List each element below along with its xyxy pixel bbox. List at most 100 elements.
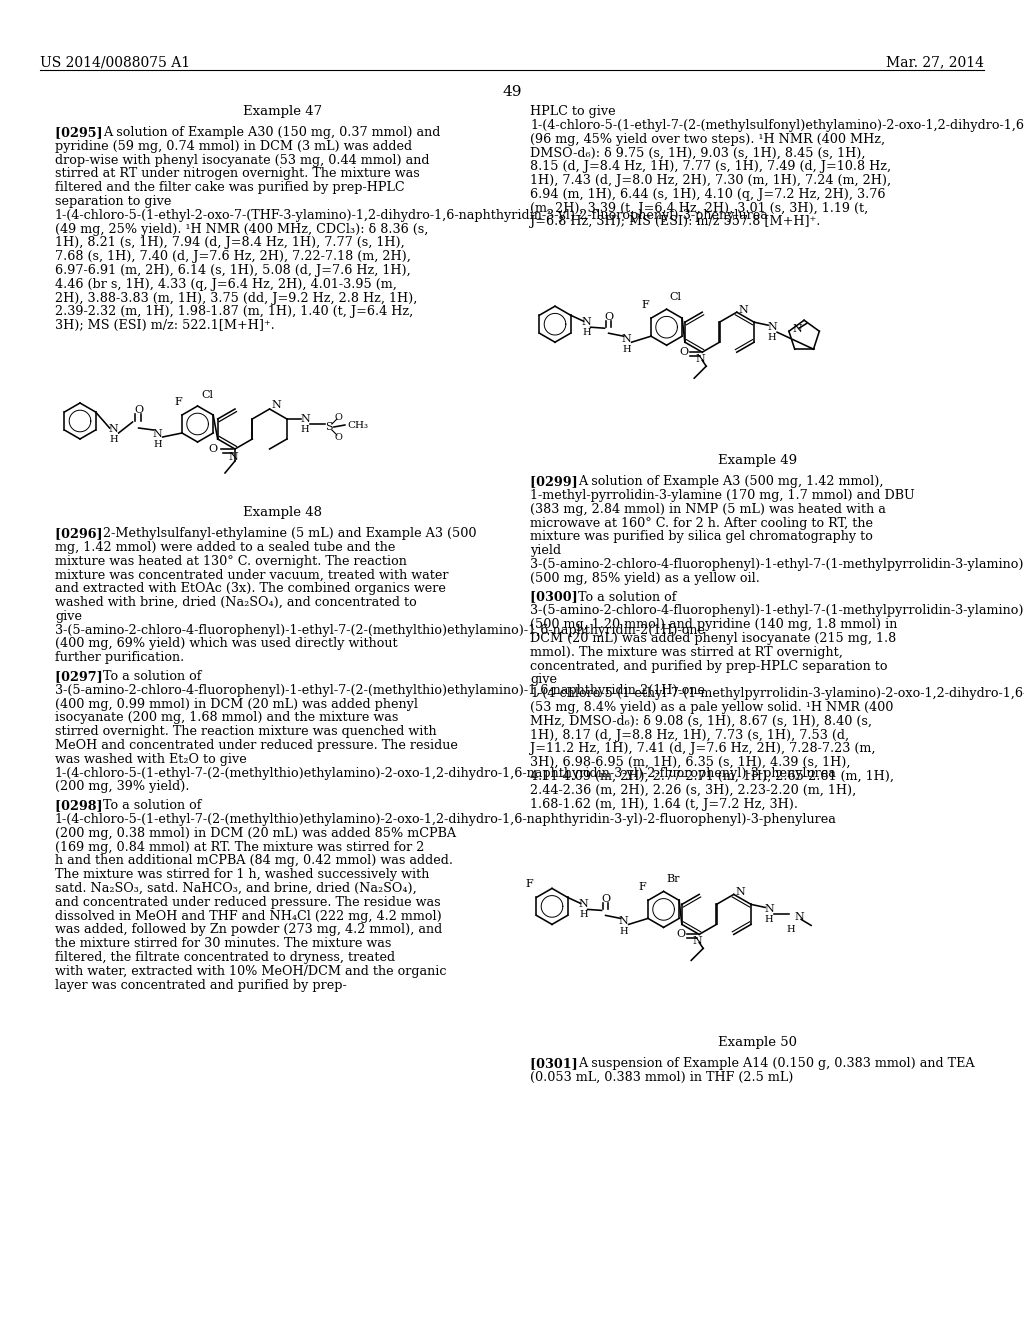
Text: 49: 49 [502,84,522,99]
Text: stirred overnight. The reaction mixture was quenched with: stirred overnight. The reaction mixture … [55,725,436,738]
Text: mixture was concentrated under vacuum, treated with water: mixture was concentrated under vacuum, t… [55,569,449,581]
Text: (0.053 mL, 0.383 mmol) in THF (2.5 mL): (0.053 mL, 0.383 mmol) in THF (2.5 mL) [530,1072,794,1084]
Text: the mixture stirred for 30 minutes. The mixture was: the mixture stirred for 30 minutes. The … [55,937,391,950]
Text: F: F [638,882,646,892]
Text: Example 49: Example 49 [718,454,797,467]
Text: 7.68 (s, 1H), 7.40 (d, J=7.6 Hz, 2H), 7.22-7.18 (m, 2H),: 7.68 (s, 1H), 7.40 (d, J=7.6 Hz, 2H), 7.… [55,251,411,263]
Text: further purification.: further purification. [55,651,184,664]
Text: CH₃: CH₃ [347,421,368,429]
Text: concentrated, and purified by prep-HPLC separation to: concentrated, and purified by prep-HPLC … [530,660,888,673]
Text: H: H [620,927,628,936]
Text: filtered, the filtrate concentrated to dryness, treated: filtered, the filtrate concentrated to d… [55,950,395,964]
Text: H: H [154,440,162,449]
Text: N: N [271,400,282,411]
Text: 2-Methylsulfanyl-ethylamine (5 mL) and Example A3 (500: 2-Methylsulfanyl-ethylamine (5 mL) and E… [102,527,476,540]
Text: The mixture was stirred for 1 h, washed successively with: The mixture was stirred for 1 h, washed … [55,869,429,882]
Text: [0297]: [0297] [55,671,121,682]
Text: [0301]: [0301] [530,1057,596,1071]
Text: F: F [641,300,649,310]
Text: 1-(4-chloro-5-(1-ethyl-2-oxo-7-(THF-3-ylamino)-1,2-dihydro-1,6-naphthyridin-3-yl: 1-(4-chloro-5-(1-ethyl-2-oxo-7-(THF-3-yl… [55,209,769,222]
Text: give: give [530,673,557,686]
Text: 1-methyl-pyrrolidin-3-ylamine (170 mg, 1.7 mmol) and DBU: 1-methyl-pyrrolidin-3-ylamine (170 mg, 1… [530,488,914,502]
Text: N: N [793,325,803,334]
Text: Cl: Cl [670,292,682,302]
Text: N: N [618,916,629,927]
Text: 2.39-2.32 (m, 1H), 1.98-1.87 (m, 1H), 1.40 (t, J=6.4 Hz,: 2.39-2.32 (m, 1H), 1.98-1.87 (m, 1H), 1.… [55,305,414,318]
Text: N: N [109,424,119,434]
Text: layer was concentrated and purified by prep-: layer was concentrated and purified by p… [55,978,347,991]
Text: 3-(5-amino-2-chloro-4-fluorophenyl)-1-ethyl-7-(2-(methylthio)ethylamino)-1,6-nap: 3-(5-amino-2-chloro-4-fluorophenyl)-1-et… [55,623,705,636]
Text: [0296]: [0296] [55,527,121,540]
Text: N: N [736,887,745,898]
Text: N: N [622,334,632,345]
Text: stirred at RT under nitrogen overnight. The mixture was: stirred at RT under nitrogen overnight. … [55,168,420,181]
Text: drop-wise with phenyl isocyanate (53 mg, 0.44 mmol) and: drop-wise with phenyl isocyanate (53 mg,… [55,153,429,166]
Text: N: N [767,322,777,333]
Text: yield: yield [530,544,561,557]
Text: mixture was heated at 130° C. overnight. The reaction: mixture was heated at 130° C. overnight.… [55,554,407,568]
Text: 3H); MS (ESI) m/z: 522.1[M+H]⁺.: 3H); MS (ESI) m/z: 522.1[M+H]⁺. [55,319,274,333]
Text: H: H [768,333,776,342]
Text: 4.46 (br s, 1H), 4.33 (q, J=6.4 Hz, 2H), 4.01-3.95 (m,: 4.46 (br s, 1H), 4.33 (q, J=6.4 Hz, 2H),… [55,277,397,290]
Text: DCM (20 mL) was added phenyl isocyanate (215 mg, 1.8: DCM (20 mL) was added phenyl isocyanate … [530,632,896,645]
Text: O: O [679,347,688,358]
Text: N: N [738,305,749,315]
Text: Example 48: Example 48 [243,506,322,519]
Text: O: O [601,895,610,904]
Text: Example 50: Example 50 [718,1036,797,1049]
Text: A solution of Example A3 (500 mg, 1.42 mmol),: A solution of Example A3 (500 mg, 1.42 m… [578,475,884,488]
Text: [0300]: [0300] [530,590,596,603]
Text: mg, 1.42 mmol) were added to a sealed tube and the: mg, 1.42 mmol) were added to a sealed tu… [55,541,395,554]
Text: O: O [335,433,343,441]
Text: N: N [794,912,804,923]
Text: (500 mg, 1.20 mmol) and pyridine (140 mg, 1.8 mmol) in: (500 mg, 1.20 mmol) and pyridine (140 mg… [530,618,897,631]
Text: (200 mg, 39% yield).: (200 mg, 39% yield). [55,780,189,793]
Text: 4.11-4.09 (m, 2H), 2.77-2.71 (m, 1H), 2.65-2.61 (m, 1H),: 4.11-4.09 (m, 2H), 2.77-2.71 (m, 1H), 2.… [530,770,894,783]
Text: N: N [300,414,310,424]
Text: mmol). The mixture was stirred at RT overnight,: mmol). The mixture was stirred at RT ove… [530,645,843,659]
Text: (400 mg, 69% yield) which was used directly without: (400 mg, 69% yield) which was used direc… [55,638,397,651]
Text: filtered and the filter cake was purified by prep-HPLC: filtered and the filter cake was purifie… [55,181,404,194]
Text: H: H [583,327,591,337]
Text: 1-(4-chloro-5-(1-ethyl-7-(2-(methylsulfonyl)ethylamino)-2-oxo-1,2-dihydro-1,6-na: 1-(4-chloro-5-(1-ethyl-7-(2-(methylsulfo… [530,119,1024,132]
Text: MeOH and concentrated under reduced pressure. The residue: MeOH and concentrated under reduced pres… [55,739,458,752]
Text: pyridine (59 mg, 0.74 mmol) in DCM (3 mL) was added: pyridine (59 mg, 0.74 mmol) in DCM (3 mL… [55,140,412,153]
Text: 1-(4-chloro-5-(1-ethyl-7-(2-(methylthio)ethylamino)-2-oxo-1,2-dihydro-1,6-naphth: 1-(4-chloro-5-(1-ethyl-7-(2-(methylthio)… [55,813,837,826]
Text: (49 mg, 25% yield). ¹H NMR (400 MHz, CDCl₃): δ 8.36 (s,: (49 mg, 25% yield). ¹H NMR (400 MHz, CDC… [55,223,428,235]
Text: F: F [174,397,182,407]
Text: H: H [580,909,588,919]
Text: satd. Na₂SO₃, satd. NaHCO₃, and brine, dried (Na₂SO₄),: satd. Na₂SO₃, satd. NaHCO₃, and brine, d… [55,882,417,895]
Text: N: N [582,317,592,327]
Text: H: H [623,345,631,354]
Text: 1-(4-chloro-5-(1-ethyl-7-(2-(methylthio)ethylamino)-2-oxo-1,2-dihydro-1,6-naphth: 1-(4-chloro-5-(1-ethyl-7-(2-(methylthio)… [55,767,837,780]
Text: 3H), 6.98-6.95 (m, 1H), 6.35 (s, 1H), 4.39 (s, 1H),: 3H), 6.98-6.95 (m, 1H), 6.35 (s, 1H), 4.… [530,756,851,770]
Text: H: H [765,915,773,924]
Text: mixture was purified by silica gel chromatography to: mixture was purified by silica gel chrom… [530,531,872,544]
Text: 3-(5-amino-2-chloro-4-fluorophenyl)-1-ethyl-7-(1-methylpyrrolidin-3-ylamino)-1,6: 3-(5-amino-2-chloro-4-fluorophenyl)-1-et… [530,605,1024,618]
Text: washed with brine, dried (Na₂SO₄), and concentrated to: washed with brine, dried (Na₂SO₄), and c… [55,597,417,609]
Text: 1.68-1.62 (m, 1H), 1.64 (t, J=7.2 Hz, 3H).: 1.68-1.62 (m, 1H), 1.64 (t, J=7.2 Hz, 3H… [530,797,798,810]
Text: S: S [325,422,333,432]
Text: (500 mg, 85% yield) as a yellow oil.: (500 mg, 85% yield) as a yellow oil. [530,572,760,585]
Text: separation to give: separation to give [55,195,171,209]
Text: (m, 2H), 3.39 (t, J=6.4 Hz, 2H), 3.01 (s, 3H), 1.19 (t,: (m, 2H), 3.39 (t, J=6.4 Hz, 2H), 3.01 (s… [530,202,868,215]
Text: DMSO-d₆): δ 9.75 (s, 1H), 9.03 (s, 1H), 8.45 (s, 1H),: DMSO-d₆): δ 9.75 (s, 1H), 9.03 (s, 1H), … [530,147,865,160]
Text: (169 mg, 0.84 mmol) at RT. The mixture was stirred for 2: (169 mg, 0.84 mmol) at RT. The mixture w… [55,841,424,854]
Text: J=11.2 Hz, 1H), 7.41 (d, J=7.6 Hz, 2H), 7.28-7.23 (m,: J=11.2 Hz, 1H), 7.41 (d, J=7.6 Hz, 2H), … [530,742,876,755]
Text: H: H [301,425,309,433]
Text: O: O [209,444,218,454]
Text: microwave at 160° C. for 2 h. After cooling to RT, the: microwave at 160° C. for 2 h. After cool… [530,516,873,529]
Text: 6.97-6.91 (m, 2H), 6.14 (s, 1H), 5.08 (d, J=7.6 Hz, 1H),: 6.97-6.91 (m, 2H), 6.14 (s, 1H), 5.08 (d… [55,264,411,277]
Text: (383 mg, 2.84 mmol) in NMP (5 mL) was heated with a: (383 mg, 2.84 mmol) in NMP (5 mL) was he… [530,503,886,516]
Text: 1H), 8.17 (d, J=8.8 Hz, 1H), 7.73 (s, 1H), 7.53 (d,: 1H), 8.17 (d, J=8.8 Hz, 1H), 7.73 (s, 1H… [530,729,849,742]
Text: isocyanate (200 mg, 1.68 mmol) and the mixture was: isocyanate (200 mg, 1.68 mmol) and the m… [55,711,398,725]
Text: 8.15 (d, J=8.4 Hz, 1H), 7.77 (s, 1H), 7.49 (d, J=10.8 Hz,: 8.15 (d, J=8.4 Hz, 1H), 7.77 (s, 1H), 7.… [530,160,891,173]
Text: [0295]: [0295] [55,125,121,139]
Text: H: H [786,925,796,933]
Text: was washed with Et₂O to give: was washed with Et₂O to give [55,752,247,766]
Text: F: F [525,879,534,890]
Text: US 2014/0088075 A1: US 2014/0088075 A1 [40,55,190,69]
Text: N: N [579,899,589,909]
Text: (400 mg, 0.99 mmol) in DCM (20 mL) was added phenyl: (400 mg, 0.99 mmol) in DCM (20 mL) was a… [55,697,418,710]
Text: J=6.8 Hz, 3H); MS (ESI): m/z 557.8 [M+H]⁺.: J=6.8 Hz, 3H); MS (ESI): m/z 557.8 [M+H]… [530,215,820,228]
